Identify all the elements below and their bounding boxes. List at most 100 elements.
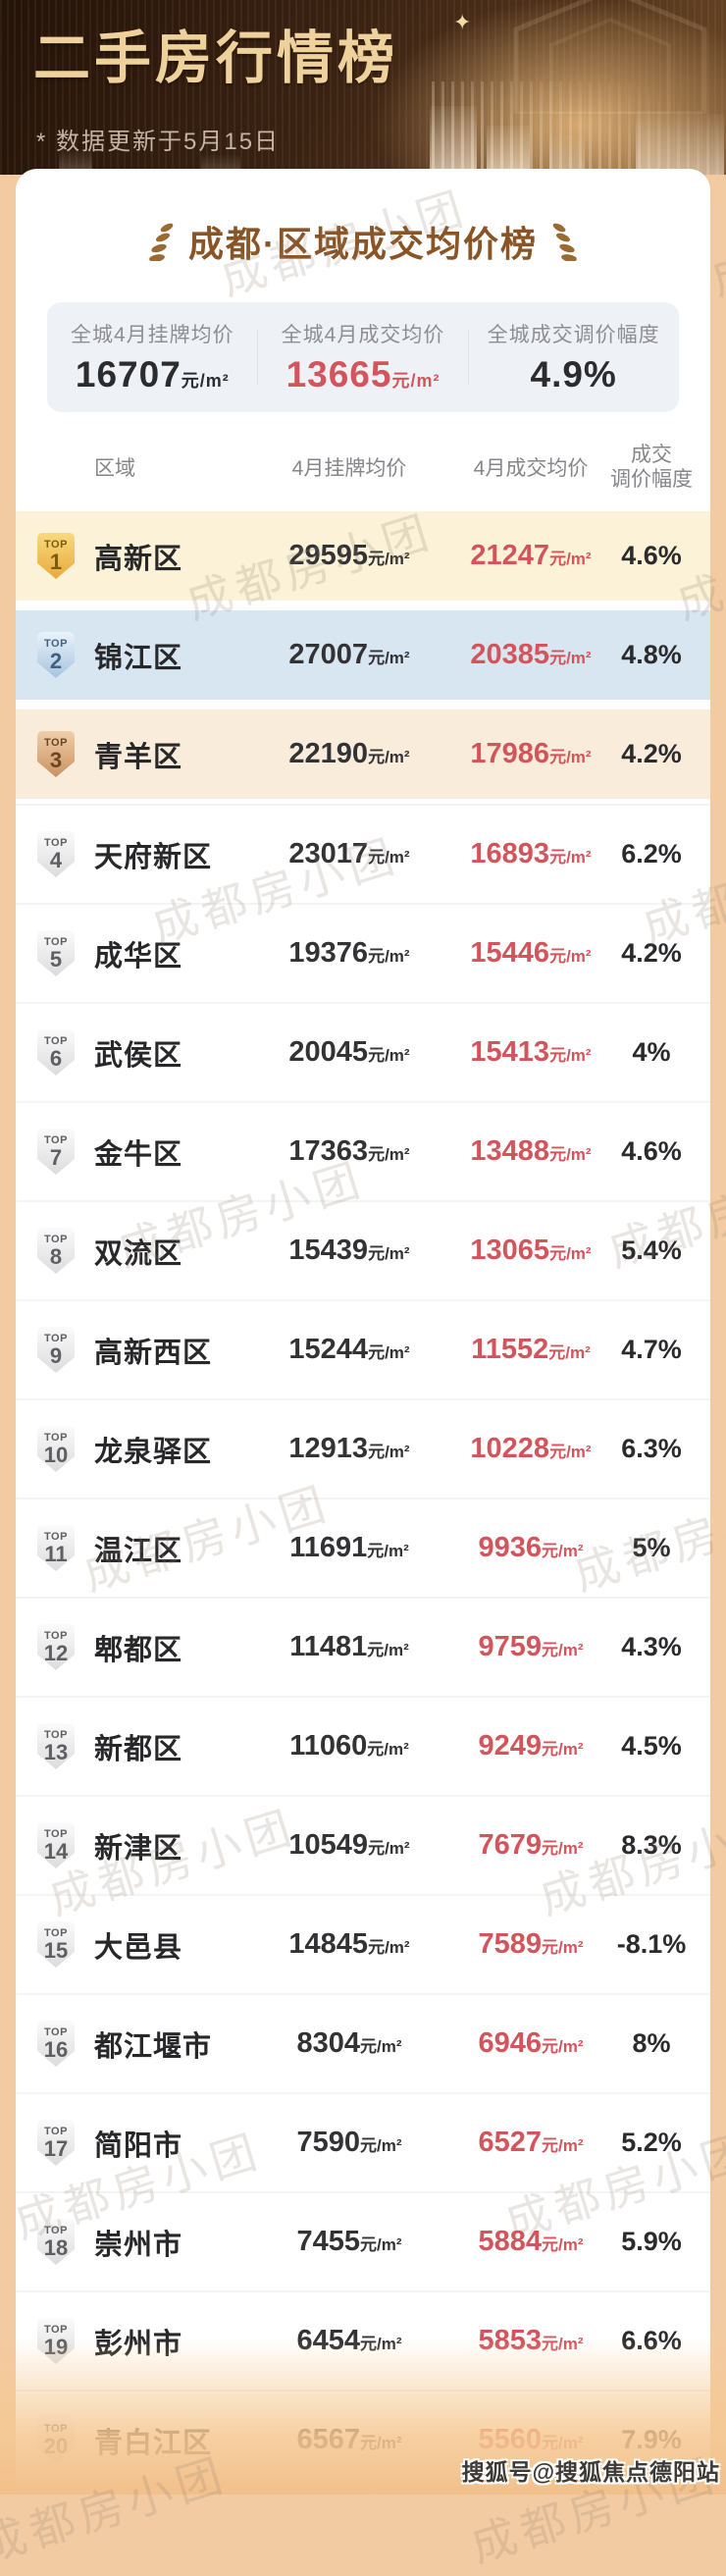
district-name: 新津区 — [94, 1832, 183, 1865]
listing-price: 11691元/m² — [289, 1532, 409, 1563]
table-row: TOP 19 彭州市 6454元/m² 5853元/m² 6.6% — [16, 2290, 710, 2390]
adjustment-pct: 4.7% — [621, 1335, 682, 1364]
rank-badge: TOP 8 — [37, 1228, 75, 1274]
summary-listing-avg: 全城4月挂牌均价 16707元/m² — [47, 319, 258, 395]
adjustment-pct: 5.2% — [621, 2128, 682, 2157]
deal-price: 9249元/m² — [478, 1730, 584, 1761]
badge-rank-number: 11 — [44, 1542, 68, 1567]
card-title: 成都·区域成交均价榜 — [188, 224, 538, 264]
adjustment-pct: -8.1% — [616, 1929, 687, 1959]
deal-price: 5853元/m² — [478, 2325, 584, 2356]
rank-badge: TOP 6 — [37, 1029, 75, 1076]
rank-badge: TOP 17 — [37, 2120, 75, 2166]
listing-price: 15439元/m² — [288, 1235, 410, 1266]
badge-rank-number: 4 — [49, 848, 63, 873]
badge-rank-number: 7 — [49, 1145, 63, 1171]
table-row: TOP 3 青羊区 22190元/m² 17986元/m² 4.2% — [16, 705, 710, 804]
column-deal-price: 4月成交均价 — [473, 457, 589, 480]
laurel-left-icon — [149, 223, 174, 261]
adjustment-pct: 8.3% — [621, 1830, 682, 1860]
adjustment-pct: 4.6% — [621, 1136, 682, 1166]
district-name: 简阳市 — [94, 2129, 183, 2162]
table-row: TOP 15 大邑县 14845元/m² 7589元/m² -8.1% — [16, 1894, 710, 1993]
listing-price: 23017元/m² — [288, 838, 410, 869]
summary-label: 全城成交调价幅度 — [487, 324, 660, 346]
badge-rank-number: 14 — [43, 1839, 69, 1865]
district-name: 青羊区 — [94, 741, 183, 773]
table-row: TOP 8 双流区 15439元/m² 13065元/m² 5.4% — [16, 1200, 710, 1299]
district-name: 彭州市 — [94, 2328, 183, 2360]
table-row: TOP 5 成华区 19376元/m² 15446元/m² 4.2% — [16, 903, 710, 1002]
badge-rank-number: 13 — [43, 1740, 69, 1765]
district-name: 金牛区 — [94, 1138, 183, 1171]
rank-badge: TOP 5 — [37, 930, 75, 976]
district-name: 青白江区 — [94, 2427, 213, 2459]
adjustment-pct: 5% — [632, 1533, 671, 1562]
badge-rank-number: 2 — [49, 649, 63, 674]
badge-top-label: TOP — [44, 1531, 68, 1544]
listing-price: 17363元/m² — [288, 1135, 410, 1167]
badge-rank-number: 10 — [43, 1443, 69, 1468]
summary-value: 16707元/m² — [75, 354, 230, 394]
listing-price: 27007元/m² — [288, 639, 410, 670]
adjustment-pct: 4.2% — [621, 739, 682, 768]
listing-price: 14845元/m² — [288, 1928, 410, 1960]
rank-badge: TOP 19 — [37, 2318, 75, 2364]
adjustment-pct: 5.4% — [621, 1235, 682, 1265]
adjustment-pct: 4.5% — [621, 1731, 682, 1761]
listing-price: 19376元/m² — [288, 937, 410, 969]
adjustment-pct: 8% — [632, 2028, 671, 2058]
sparkle-icon: ✦ — [453, 10, 472, 34]
rank-badge: TOP 2 — [37, 632, 75, 678]
adjustment-pct: 6.2% — [621, 839, 682, 868]
table-row: TOP 4 天府新区 23017元/m² 16893元/m² 6.2% — [16, 804, 710, 903]
deal-price: 17986元/m² — [470, 738, 592, 769]
sohu-watermark: 搜狐号@搜狐焦点德阳站 — [461, 2459, 720, 2485]
table-row: TOP 2 锦江区 27007元/m² 20385元/m² 4.8% — [16, 605, 710, 705]
badge-rank-number: 6 — [49, 1046, 63, 1072]
deal-price: 6946元/m² — [478, 2027, 584, 2059]
summary-label: 全城4月挂牌均价 — [70, 324, 234, 346]
citywide-summary-panel: 全城4月挂牌均价 16707元/m² 全城4月成交均价 13665元/m² 全城… — [47, 302, 679, 412]
rank-badge: TOP 18 — [37, 2219, 75, 2265]
page-title: 二手房行情榜 — [33, 26, 399, 90]
district-name: 高新西区 — [94, 1337, 213, 1369]
table-row: TOP 14 新津区 10549元/m² 7679元/m² 8.3% — [16, 1795, 710, 1894]
summary-deal-avg: 全城4月成交均价 13665元/m² — [258, 319, 469, 395]
table-row: TOP 16 都江堰市 8304元/m² 6946元/m² 8% — [16, 1993, 710, 2092]
adjustment-pct: 4.6% — [621, 541, 682, 570]
district-name: 温江区 — [94, 1535, 183, 1567]
district-name: 大邑县 — [94, 1931, 183, 1964]
badge-top-label: TOP — [44, 2225, 68, 2237]
badge-top-label: TOP — [44, 2126, 68, 2138]
listing-price: 12913元/m² — [288, 1433, 410, 1464]
district-name: 都江堰市 — [94, 2030, 213, 2063]
deal-price: 13065元/m² — [470, 1235, 592, 1266]
rank-badge: TOP 9 — [37, 1327, 75, 1373]
column-adjustment: 成交 调价幅度 — [610, 443, 693, 491]
summary-value: 4.9% — [530, 354, 617, 394]
deal-price: 7679元/m² — [478, 1829, 584, 1861]
badge-top-label: TOP — [44, 1134, 68, 1147]
deal-price: 10228元/m² — [470, 1433, 592, 1464]
listing-price: 20045元/m² — [288, 1036, 410, 1068]
column-region: 区域 — [94, 457, 135, 480]
summary-value: 13665元/m² — [285, 354, 441, 394]
badge-rank-number: 19 — [43, 2335, 69, 2360]
summary-adjustment: 全城成交调价幅度 4.9% — [468, 319, 679, 395]
district-name: 龙泉驿区 — [94, 1436, 213, 1468]
deal-price: 21247元/m² — [470, 540, 592, 571]
badge-rank-number: 17 — [43, 2136, 69, 2162]
rank-badge: TOP 16 — [37, 2021, 75, 2067]
table-header: 区域 4月挂牌均价 4月成交均价 成交 调价幅度 — [16, 436, 710, 499]
building-block — [430, 106, 477, 175]
rank-badge: TOP 4 — [37, 831, 75, 877]
listing-price: 7590元/m² — [296, 2127, 402, 2158]
district-name: 新都区 — [94, 1733, 183, 1765]
badge-top-label: TOP — [44, 1630, 68, 1643]
building-block — [487, 126, 530, 175]
district-name: 高新区 — [94, 543, 183, 575]
adjustment-pct: 7.9% — [621, 2425, 682, 2454]
table-row: TOP 12 郫都区 11481元/m² 9759元/m² 4.3% — [16, 1597, 710, 1696]
table-row: TOP 10 龙泉驿区 12913元/m² 10228元/m² 6.3% — [16, 1398, 710, 1498]
